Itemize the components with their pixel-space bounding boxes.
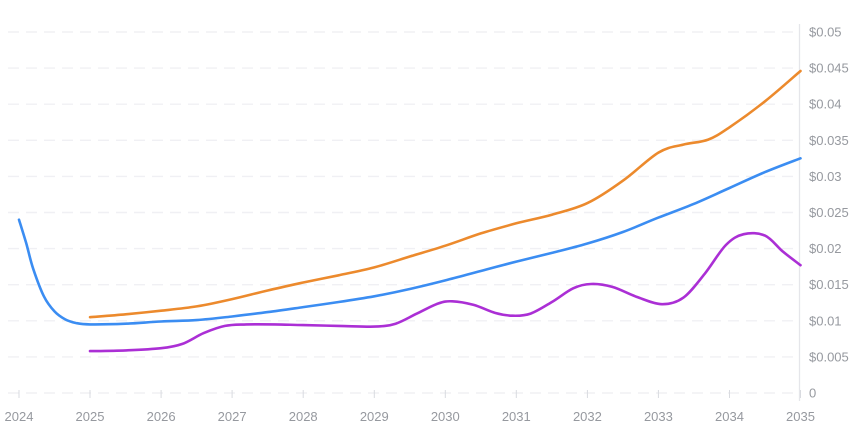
x-tick-label: 2033 [644, 409, 673, 424]
x-tick-label: 2035 [786, 409, 815, 424]
y-tick-label: $0.04 [809, 97, 842, 112]
y-tick-label: 0 [809, 386, 816, 401]
x-tick-label: 2029 [360, 409, 389, 424]
y-tick-label: $0.025 [809, 205, 849, 220]
x-tick-label: 2025 [76, 409, 105, 424]
y-tick-label: $0.02 [809, 241, 842, 256]
x-tick-label: 2028 [289, 409, 318, 424]
y-tick-label: $0.05 [809, 25, 842, 40]
x-tick-label: 2027 [218, 409, 247, 424]
x-tick-label: 2030 [431, 409, 460, 424]
x-tick-label: 2024 [5, 409, 34, 424]
series-orange-line [88, 69, 802, 319]
x-tick-label: 2026 [147, 409, 176, 424]
y-tick-label: $0.01 [809, 313, 842, 328]
y-tick-label: $0.03 [809, 169, 842, 184]
x-tick-label: 2032 [573, 409, 602, 424]
y-tick-label: $0.015 [809, 277, 849, 292]
x-tick-label: 2031 [502, 409, 531, 424]
y-tick-label: $0.045 [809, 61, 849, 76]
x-tick-label: 2034 [715, 409, 744, 424]
y-tick-label: $0.005 [809, 349, 849, 364]
series-purple-line [88, 231, 802, 353]
series-blue-line [17, 157, 802, 326]
y-tick-label: $0.035 [809, 133, 849, 148]
